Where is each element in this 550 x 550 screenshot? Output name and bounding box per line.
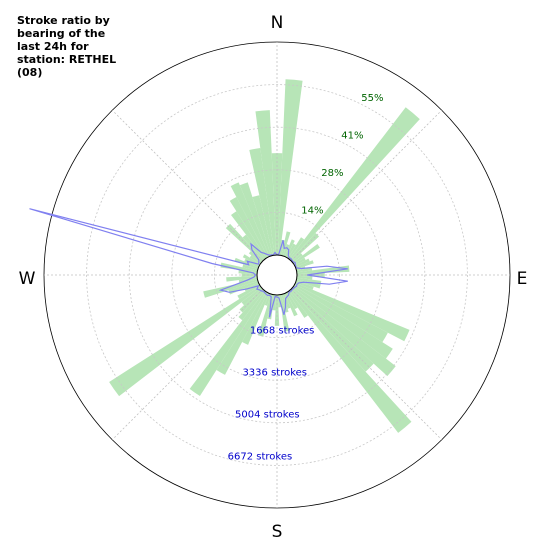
ratio-bar-230 (241, 287, 263, 306)
spoke-225 (111, 288, 264, 441)
ratio-bar-325 (230, 211, 267, 260)
grid-ring-1 (213, 211, 340, 338)
direction-label-s: S (272, 522, 283, 542)
chart-title: Stroke ratio by bearing of the last 24h … (17, 14, 117, 79)
count-tick-label: 3336 strokes (242, 368, 307, 379)
direction-label-n: N (271, 13, 284, 33)
ratio-bar-330 (229, 197, 268, 259)
ratio-bar-355 (255, 110, 277, 256)
ratio-tick-label: 41% (341, 131, 363, 142)
ratio-bar-280 (220, 262, 258, 273)
ratio-bar-150 (286, 291, 298, 310)
spoke-45 (290, 109, 443, 262)
ratio-bar-235 (109, 285, 262, 397)
ratio-bar-265 (226, 275, 258, 282)
ratio-bar-5 (277, 79, 303, 256)
ratio-tick-label: 28% (321, 168, 343, 179)
ratio-bar-200 (264, 293, 271, 306)
ratio-bar-215 (189, 290, 267, 397)
polar-grid (43, 41, 511, 509)
stroke-count-line (29, 208, 348, 318)
ratio-bar-340 (239, 182, 271, 257)
count-tick-label: 1668 strokes (250, 326, 315, 337)
spoke-135 (290, 288, 443, 441)
ratio-bar-40 (289, 107, 420, 261)
ratio-bar-80 (296, 267, 313, 273)
ratio-bar-345 (252, 195, 273, 256)
ratio-bar-95 (296, 275, 313, 280)
ratio-bar-185 (272, 294, 277, 311)
ratio-bar-205 (242, 292, 270, 345)
ratio-bar-195 (257, 294, 273, 337)
ratio-tick-label: 55% (361, 93, 383, 104)
ratio-bar-105 (296, 279, 321, 289)
ratio-bar-25 (284, 239, 295, 258)
ratio-bar-125 (292, 285, 393, 359)
ratio-bar-145 (287, 290, 308, 318)
ratio-bar-55 (292, 244, 320, 265)
ratio-bar-160 (283, 293, 291, 309)
ratio-bar-155 (284, 292, 298, 317)
count-tick-label: 6672 strokes (228, 452, 293, 463)
chart-labels: N E S W 14% 28% 41% 55% 1668 strokes 3336 strokes… (19, 13, 528, 542)
ratio-bar-140 (289, 289, 412, 433)
ratio-bar-15 (281, 231, 291, 256)
ratio-bar-130 (291, 287, 396, 377)
ratio-bar-335 (230, 182, 270, 258)
ratio-bar-60 (293, 257, 306, 266)
ratio-bar-320 (242, 234, 265, 261)
ratio-bar-210 (216, 291, 268, 375)
ratio-bar-35 (287, 237, 305, 260)
ratio-bar-240 (237, 284, 261, 300)
ratio-bar-20 (283, 244, 290, 257)
ratio-bar-270 (241, 273, 258, 277)
ratio-bar-50 (291, 253, 303, 263)
ratio-bar-290 (234, 257, 259, 269)
ratio-bar-120 (293, 284, 388, 343)
ratio-bar-70 (295, 260, 314, 269)
grid-ring-4 (86, 84, 468, 466)
stroke-count-polygon (29, 208, 348, 318)
grid-ring-3 (128, 126, 426, 424)
direction-label-w: W (19, 269, 36, 289)
spoke-315 (111, 109, 264, 262)
ratio-bar-285 (242, 264, 258, 271)
ratio-bar-180 (274, 294, 280, 326)
ratio-bar-115 (294, 282, 410, 342)
ratio-bar-350 (249, 148, 275, 256)
ratio-tick-label: 14% (301, 206, 323, 217)
center-circle (256, 254, 298, 296)
count-tick-label: 5004 strokes (235, 410, 300, 421)
ratio-bar-220 (238, 289, 265, 321)
ratio-bars (109, 79, 420, 433)
direction-label-e: E (517, 269, 528, 289)
ratio-bar-0 (271, 153, 283, 256)
ratio-bar-65 (294, 258, 310, 268)
